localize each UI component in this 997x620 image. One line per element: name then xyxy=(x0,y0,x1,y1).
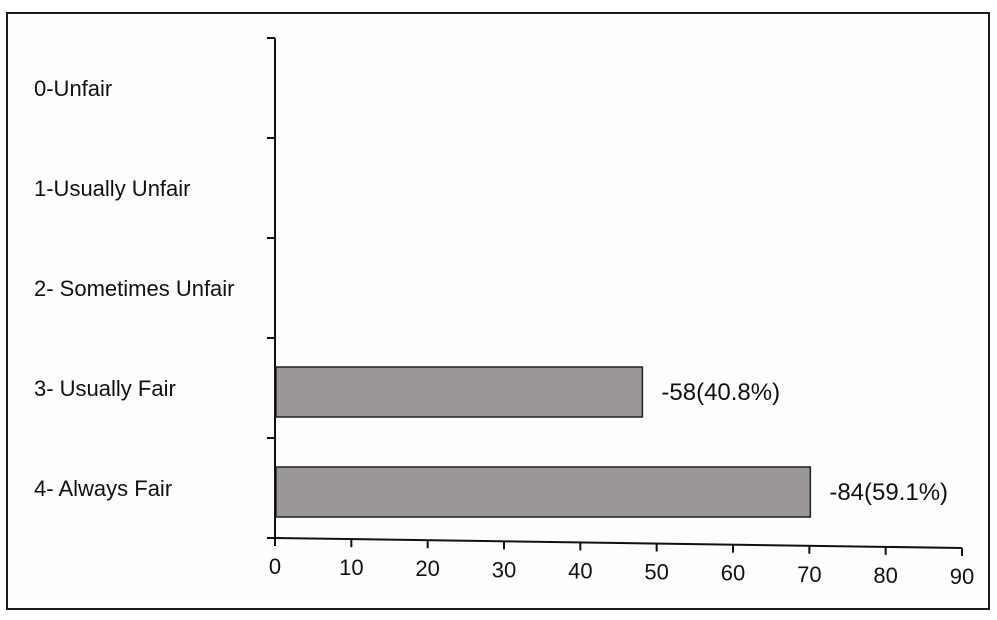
x-tick-label: 60 xyxy=(721,561,745,586)
x-tick-label: 50 xyxy=(644,560,668,585)
x-tick-label: 20 xyxy=(415,556,439,581)
x-tick-label: 90 xyxy=(950,564,974,589)
x-tick-label: 30 xyxy=(492,557,516,582)
category-label: 2- Sometimes Unfair xyxy=(34,276,235,301)
x-tick-label: 0 xyxy=(269,554,281,579)
x-tick-label: 40 xyxy=(568,558,592,583)
data-label: -58(40.8%) xyxy=(661,379,780,406)
data-label: -84(59.1%) xyxy=(829,479,948,506)
x-tick-label: 70 xyxy=(797,562,821,587)
bar xyxy=(275,366,644,418)
category-label: 3- Usually Fair xyxy=(34,376,176,401)
axes-layer xyxy=(267,37,963,556)
category-label: 1-Usually Unfair xyxy=(34,176,191,201)
x-axis-line xyxy=(274,537,963,549)
labels-layer: 0 10 20 30 40 50 60 70 80 90 0-Unfair 1-Usually Unf… xyxy=(34,76,974,589)
category-label: 4- Always Fair xyxy=(34,476,172,501)
x-tick-label: 80 xyxy=(873,563,897,588)
x-tick-label: 10 xyxy=(339,555,363,580)
category-label: 0-Unfair xyxy=(34,76,112,101)
bar xyxy=(275,466,812,518)
bars-layer xyxy=(275,366,812,518)
